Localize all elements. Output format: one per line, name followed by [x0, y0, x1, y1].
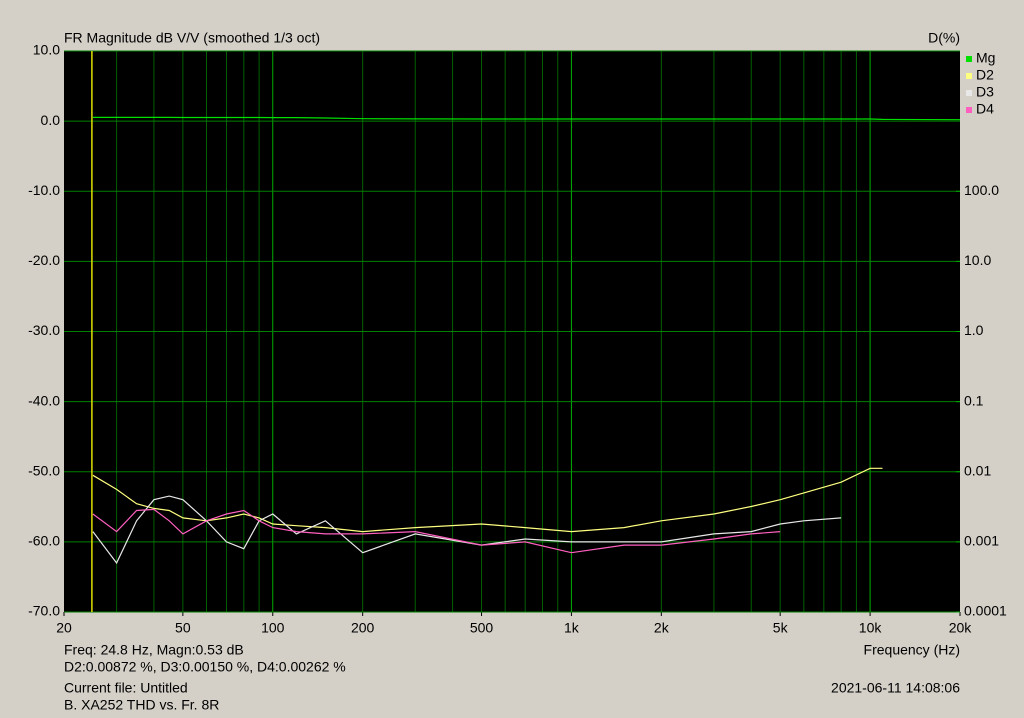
legend-swatch	[966, 107, 972, 113]
y-tick-label: -10.0	[28, 182, 60, 198]
y-tick-label: -20.0	[28, 252, 60, 268]
y-tick-label: -50.0	[28, 462, 60, 478]
timestamp: 2021-06-11 14:08:06	[831, 680, 960, 696]
file-info: Current file: Untitled	[64, 680, 188, 696]
x-tick-label: 5k	[773, 620, 789, 636]
y2-tick-label: 10.0	[964, 252, 991, 268]
x-tick-label: 20k	[949, 620, 973, 636]
y-tick-label: -30.0	[28, 322, 60, 338]
x-tick-label: 500	[470, 620, 494, 636]
legend-swatch	[966, 73, 972, 79]
series-line	[92, 467, 883, 533]
y-tick-label: -40.0	[28, 392, 60, 408]
series-line	[92, 495, 842, 565]
readout: D2:0.00872 %, D3:0.00150 %, D4:0.00262 %	[64, 659, 346, 675]
series-line	[92, 508, 781, 554]
readout: Freq: 24.8 Hz, Magn:0.53 dB	[64, 642, 244, 658]
y2-tick-label: 0.1	[964, 392, 984, 408]
x-tick-label: 10k	[859, 620, 883, 636]
legend-label: Mg	[976, 50, 995, 66]
x-tick-label: 50	[175, 620, 191, 636]
legend-swatch	[966, 90, 972, 96]
y2-tick-label: 100.0	[964, 182, 999, 198]
x-tick-label: 100	[261, 620, 285, 636]
legend-label: D4	[976, 101, 994, 117]
x-tick-label: 200	[351, 620, 375, 636]
file-info: B. XA252 THD vs. Fr. 8R	[64, 697, 219, 713]
y2-tick-label: 0.0001	[964, 603, 1007, 619]
legend-swatch	[966, 56, 972, 62]
y-tick-label: 0.0	[41, 112, 61, 128]
y-tick-label: -70.0	[28, 603, 60, 619]
legend-label: D2	[976, 67, 994, 83]
y2-tick-label: 0.001	[964, 533, 999, 549]
y2-title: D(%)	[928, 30, 960, 46]
series-line	[92, 116, 961, 121]
chart-title: FR Magnitude dB V/V (smoothed 1/3 oct)	[64, 30, 320, 46]
x-tick-label: 2k	[654, 620, 670, 636]
y2-tick-label: 0.01	[964, 462, 991, 478]
x-tick-label: 20	[56, 620, 72, 636]
x-tick-label: 1k	[564, 620, 580, 636]
legend-label: D3	[976, 84, 994, 100]
y-tick-label: 10.0	[33, 42, 60, 58]
y2-tick-label: 1.0	[964, 322, 984, 338]
x-label: Frequency (Hz)	[864, 642, 960, 658]
y-tick-label: -60.0	[28, 533, 60, 549]
